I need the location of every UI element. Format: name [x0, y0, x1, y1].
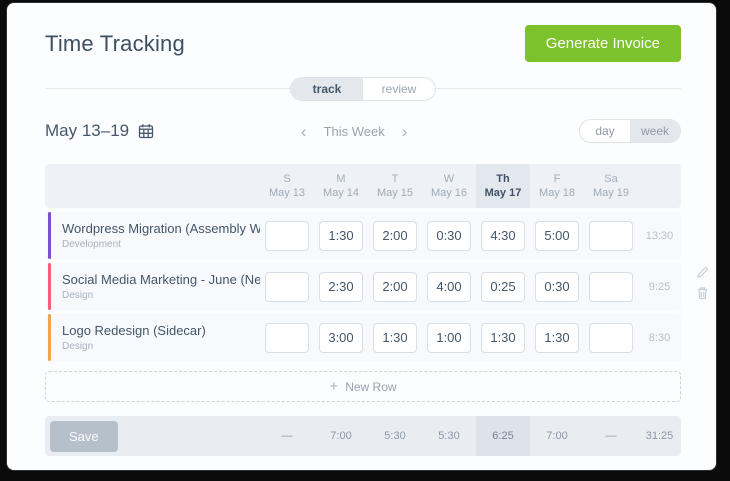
time-input[interactable]: [265, 220, 309, 251]
day-total-wednesday: 5:30: [438, 430, 460, 442]
date-range: May 13–19: [45, 121, 154, 141]
week-label: This Week: [323, 123, 385, 139]
date-range-label: May 13–19: [45, 121, 130, 140]
day-header-friday: F May 18: [538, 173, 576, 199]
toggle-option-track[interactable]: track: [291, 78, 363, 100]
project-name: Social Media Marketing - June (Neu...): [62, 272, 260, 287]
trash-icon[interactable]: [696, 286, 709, 300]
time-input[interactable]: [427, 322, 471, 353]
time-input[interactable]: [589, 322, 633, 353]
time-input[interactable]: [319, 271, 363, 302]
day-total-sunday: —: [281, 430, 293, 442]
project-color-bar: [48, 314, 51, 361]
table-row: Wordpress Migration (Assembly We... Deve…: [45, 212, 681, 259]
day-total-monday: 7:00: [330, 430, 352, 442]
table-row: Social Media Marketing - June (Neu...) D…: [45, 263, 681, 310]
new-row-label: New Row: [345, 379, 397, 394]
time-input[interactable]: [535, 220, 579, 251]
project-cell: Social Media Marketing - June (Neu...) D…: [45, 272, 260, 301]
day-header-thursday-today: Th May 17: [476, 164, 530, 208]
new-row-button[interactable]: + New Row: [45, 371, 681, 402]
day-header-sunday: S May 13: [268, 173, 306, 199]
plus-icon: +: [329, 378, 339, 395]
row-total: 13:30: [645, 229, 674, 242]
day-header-wednesday: W May 16: [430, 173, 468, 199]
time-input[interactable]: [535, 271, 579, 302]
window-header: Time Tracking Generate Invoice: [45, 3, 681, 62]
calendar-icon[interactable]: [138, 123, 154, 139]
time-input[interactable]: [535, 322, 579, 353]
day-total-friday: 7:00: [546, 430, 568, 442]
project-category: Development: [62, 239, 121, 250]
time-input[interactable]: [319, 322, 363, 353]
prev-week-icon[interactable]: ‹: [300, 121, 307, 141]
row-total: 8:30: [648, 331, 671, 344]
week-navigation: May 13–19 ‹ This Week › day week: [45, 117, 681, 145]
table-footer-row: Save — 7:00 5:30 5:30 6:25 7:00 — 31:25: [45, 416, 681, 456]
time-input[interactable]: [481, 322, 525, 353]
toggle-option-week[interactable]: week: [630, 120, 680, 142]
project-color-bar: [48, 263, 51, 310]
day-header-tuesday: T May 15: [376, 173, 414, 199]
row-total: 9:25: [648, 280, 671, 293]
time-input[interactable]: [265, 271, 309, 302]
time-input[interactable]: [481, 220, 525, 251]
next-week-icon[interactable]: ›: [401, 121, 408, 141]
table-body: Wordpress Migration (Assembly We... Deve…: [45, 212, 708, 361]
project-category: Design: [62, 341, 94, 352]
time-entry-table: S May 13 M May 14 T May 15 W May 16 Th M…: [45, 164, 708, 456]
time-input[interactable]: [265, 322, 309, 353]
view-toggle-row: track review: [45, 77, 681, 101]
day-total-thursday-today: 6:25: [476, 416, 530, 456]
row-tools: [696, 266, 709, 300]
generate-invoice-button[interactable]: Generate Invoice: [524, 25, 681, 62]
day-header-monday: M May 14: [322, 173, 360, 199]
toggle-option-review[interactable]: review: [381, 82, 417, 96]
time-tracking-window: Time Tracking Generate Invoice track rev…: [7, 3, 716, 470]
project-name: Wordpress Migration (Assembly We...: [62, 221, 260, 236]
project-name: Logo Redesign (Sidecar): [62, 323, 206, 338]
table-header-row: S May 13 M May 14 T May 15 W May 16 Th M…: [45, 164, 681, 208]
time-input[interactable]: [589, 271, 633, 302]
toggle-option-day[interactable]: day: [595, 124, 615, 138]
track-review-toggle: track review: [290, 77, 436, 101]
table-row: Logo Redesign (Sidecar) Design 8:30: [45, 314, 681, 361]
save-button[interactable]: Save: [50, 420, 118, 452]
time-input-editing[interactable]: [481, 271, 525, 302]
day-total-saturday: —: [605, 430, 617, 442]
day-total-tuesday: 5:30: [384, 430, 406, 442]
time-input[interactable]: [427, 220, 471, 251]
pencil-icon[interactable]: [696, 266, 709, 279]
week-stepper: ‹ This Week ›: [299, 123, 410, 140]
week-grand-total: 31:25: [645, 430, 674, 442]
project-category: Design: [62, 290, 94, 301]
time-input[interactable]: [373, 271, 417, 302]
project-cell: Logo Redesign (Sidecar) Design: [45, 323, 260, 352]
day-header-saturday: Sa May 19: [592, 173, 630, 199]
time-input[interactable]: [319, 220, 363, 251]
day-week-toggle: day week: [579, 119, 681, 143]
time-input[interactable]: [373, 322, 417, 353]
project-color-bar: [48, 212, 51, 259]
time-input[interactable]: [373, 220, 417, 251]
time-input[interactable]: [427, 271, 471, 302]
project-cell: Wordpress Migration (Assembly We... Deve…: [45, 221, 260, 250]
time-input[interactable]: [589, 220, 633, 251]
page-title: Time Tracking: [45, 30, 185, 56]
